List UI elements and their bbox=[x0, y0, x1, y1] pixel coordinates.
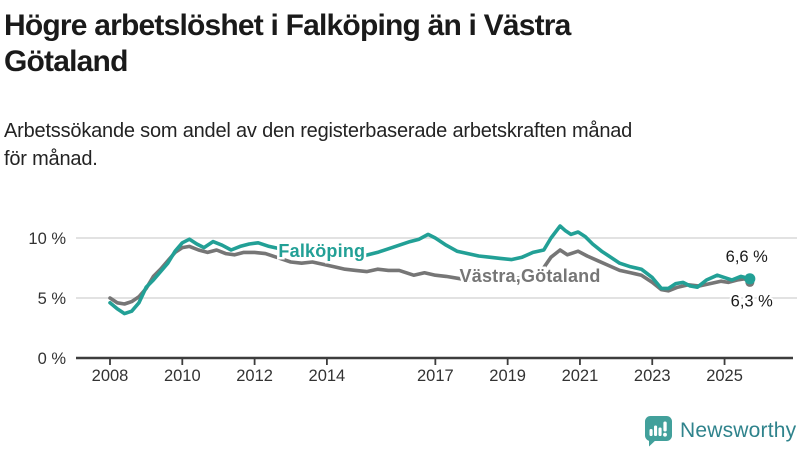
falk-ping-end-dot bbox=[744, 273, 756, 285]
x-tick-label: 2025 bbox=[706, 367, 743, 385]
chart-subtitle: Arbetssökande som andel av den registerb… bbox=[4, 117, 794, 173]
y-tick-label: 10 % bbox=[28, 230, 66, 248]
x-tick-label: 2014 bbox=[309, 367, 346, 385]
y-tick-label: 0 % bbox=[38, 350, 67, 368]
x-tick-label: 2021 bbox=[562, 367, 599, 385]
newsworthy-logo: Newsworthy bbox=[644, 415, 796, 447]
x-tick-label: 2008 bbox=[92, 367, 129, 385]
end-value-label-vastra-gotaland: 6,3 % bbox=[731, 292, 774, 310]
falk-ping-line bbox=[108, 224, 752, 316]
newsworthy-logo-icon bbox=[645, 416, 672, 447]
y-tick-label: 5 % bbox=[38, 290, 67, 308]
x-tick-label: 2017 bbox=[417, 367, 454, 385]
chart-subtitle-line2: för månad. bbox=[4, 148, 98, 170]
x-tick-label: 2023 bbox=[634, 367, 671, 385]
x-tick-label: 2010 bbox=[164, 367, 201, 385]
x-tick-label: 2019 bbox=[489, 367, 526, 385]
newsworthy-logo-text: Newsworthy bbox=[680, 419, 797, 442]
chart-title-line1: Högre arbetslöshet i Falköping än i Väst… bbox=[4, 9, 571, 42]
end-value-label-falkoping: 6,6 % bbox=[726, 248, 769, 266]
chart-title-line2: Götaland bbox=[4, 45, 128, 78]
series-label: Falköping bbox=[278, 241, 365, 261]
x-tick-label: 2012 bbox=[236, 367, 273, 385]
chart-title: Högre arbetslöshet i Falköping än i Väst… bbox=[4, 8, 784, 80]
series-label: Västra,Götaland bbox=[460, 266, 601, 286]
v-stra-g-taland-line bbox=[108, 244, 752, 306]
chart-subtitle-line1: Arbetssökande som andel av den registerb… bbox=[4, 120, 633, 142]
